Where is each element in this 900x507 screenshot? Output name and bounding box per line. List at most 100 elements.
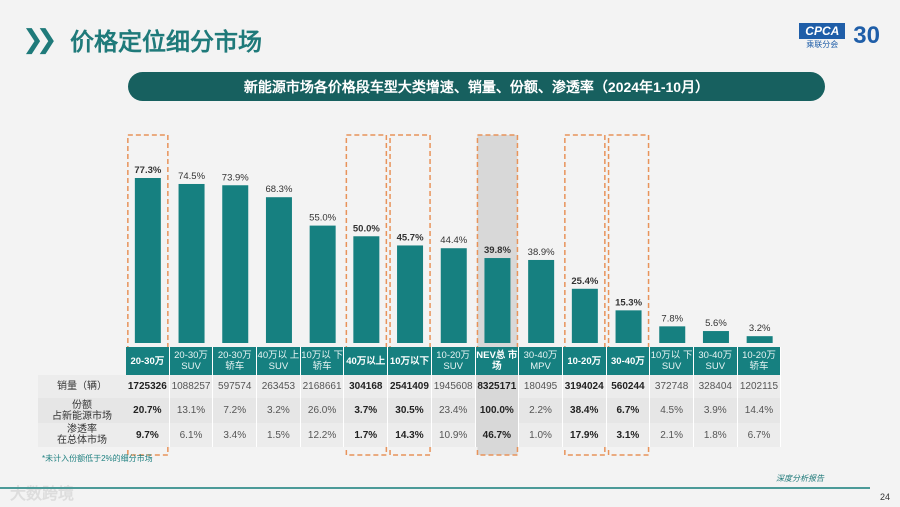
bar (265, 197, 292, 343)
bar (659, 326, 686, 343)
categories-cell: 30-40万 MPV (519, 347, 563, 375)
logo-sub: 乘联分会 (806, 39, 839, 49)
bar-value-label: 77.3% (134, 165, 161, 176)
table.sales-cell: 372748 (650, 375, 694, 398)
table.sales-cell: 180495 (519, 375, 563, 398)
table.penetration-cell: 1.0% (519, 423, 563, 447)
table.sales-cell: 1945608 (431, 375, 476, 398)
highlight-box (345, 134, 388, 456)
table.share-cell: 13.1% (169, 398, 214, 423)
table.sales-cell: 1088257 (169, 375, 214, 398)
bar-value-label: 3.2% (749, 323, 771, 334)
highlight-box (564, 134, 606, 456)
page-title: 价格定位细分市场 (70, 29, 262, 56)
table.penetration-cell: 9.7% (126, 423, 170, 447)
table.sales-cell: 1725326 (126, 375, 170, 398)
table.share-cell: 6.7% (606, 398, 651, 423)
bar-value-label: 44.4% (440, 235, 467, 246)
row-label (38, 347, 126, 375)
table.share-cell: 7.2% (213, 398, 258, 423)
bar-value-label: 38.9% (528, 247, 555, 258)
table.share-cell: 2.2% (519, 398, 563, 423)
row-label: 份额 占新能源市场 (38, 398, 126, 423)
table.share-cell: 3.2% (257, 398, 301, 423)
bar-value-label: 68.3% (265, 184, 292, 195)
bar (309, 225, 336, 343)
data-table: 20-30万 20-30万 SUV 20-30万 轿车 40万以 上 SUV 10万以 … (38, 347, 782, 447)
bar (702, 331, 729, 343)
categories-cell: 30-40万 (606, 347, 651, 375)
bar (484, 258, 511, 343)
categories-cell: NEV总 市场 (475, 347, 520, 375)
highlight-box (607, 134, 650, 456)
categories-cell: 10-20万 SUV (431, 347, 476, 375)
table.penetration-cell: 17.9% (562, 423, 607, 447)
footer-report-label: 深度分析报告 (776, 474, 824, 483)
anniversary-logo: 30 (853, 22, 880, 49)
bar (440, 248, 467, 343)
table.sales-cell: 2541409 (388, 375, 432, 398)
categories-cell: 40万以 上 SUV (257, 347, 301, 375)
table.sales-cell: 304168 (344, 375, 389, 398)
table.penetration-cell: 46.7% (475, 423, 520, 447)
categories-cell: 20-30万 轿车 (213, 347, 258, 375)
cpca-logo: CPCA 乘联分会 30 (799, 22, 880, 50)
bar (571, 288, 598, 343)
bar-value-label: 5.6% (705, 318, 727, 329)
table.penetration-cell: 6.7% (737, 423, 782, 447)
categories-cell: 10万以下 (388, 347, 432, 375)
table.sales-cell: 328404 (693, 375, 738, 398)
table-row: 销量（辆） 1725326 1088257 597574 263453 2168661 30… (38, 375, 782, 398)
bar-value-label: 7.8% (661, 313, 683, 324)
table-row: 20-30万 20-30万 SUV 20-30万 轿车 40万以 上 SUV 10万以 … (38, 347, 782, 375)
categories-cell: 10万以 下 轿车 (300, 347, 345, 375)
categories-cell: 10-20万 轿车 (737, 347, 782, 375)
table.share-cell: 3.7% (344, 398, 389, 423)
table.share-cell: 23.4% (431, 398, 476, 423)
footnote: *未计入份额低于2%的细分市场 (42, 454, 153, 463)
row-label: 渗透率 在总体市场 (38, 423, 126, 447)
table.share-cell: 26.0% (300, 398, 345, 423)
table.sales-cell: 2168661 (300, 375, 345, 398)
table.share-cell: 30.5% (388, 398, 432, 423)
table-row: 份额 占新能源市场 20.7% 13.1% 7.2% 3.2% 26.0% 3.7% 30.5… (38, 398, 782, 423)
bar-value-label: 73.9% (222, 172, 249, 183)
highlight-box (476, 134, 519, 456)
table.sales-cell: 8325171 (475, 375, 520, 398)
bar (353, 236, 380, 343)
table.penetration-cell: 10.9% (431, 423, 476, 447)
table.penetration-cell: 14.3% (388, 423, 432, 447)
bar (528, 259, 555, 343)
table.penetration-cell: 1.8% (693, 423, 738, 447)
bar (134, 178, 161, 343)
table.sales-cell: 597574 (213, 375, 258, 398)
highlight-box (389, 134, 431, 456)
table.share-cell: 14.4% (737, 398, 782, 423)
table.penetration-cell: 6.1% (169, 423, 214, 447)
table.penetration-cell: 3.1% (606, 423, 651, 447)
bar-value-label: 50.0% (353, 223, 380, 234)
categories-cell: 40万以上 (344, 347, 389, 375)
table.sales-cell: 1202115 (737, 375, 782, 398)
table.share-cell: 4.5% (650, 398, 694, 423)
watermark: 大数跨境 (10, 486, 75, 503)
bar-value-label: 25.4% (571, 276, 598, 287)
footer-divider (0, 487, 870, 489)
categories-cell: 20-30万 SUV (169, 347, 214, 375)
table.share-cell: 20.7% (126, 398, 170, 423)
categories-cell: 20-30万 (126, 347, 170, 375)
table.share-cell: 100.0% (475, 398, 520, 423)
bar (222, 185, 249, 343)
bar-value-label: 39.8% (484, 245, 511, 256)
bar-value-label: 55.0% (309, 213, 336, 224)
categories-cell: 10万以 下 SUV (650, 347, 694, 375)
bar-value-label: 15.3% (615, 297, 642, 308)
categories-cell: 10-20万 (562, 347, 607, 375)
bar (615, 310, 642, 343)
table.penetration-cell: 12.2% (300, 423, 345, 447)
row-label: 销量（辆） (38, 375, 126, 398)
page-title-block: ❯❯ 价格定位细分市场 (22, 22, 262, 57)
highlight-box (127, 134, 169, 456)
table.share-cell: 3.9% (693, 398, 738, 423)
bar (746, 336, 773, 343)
